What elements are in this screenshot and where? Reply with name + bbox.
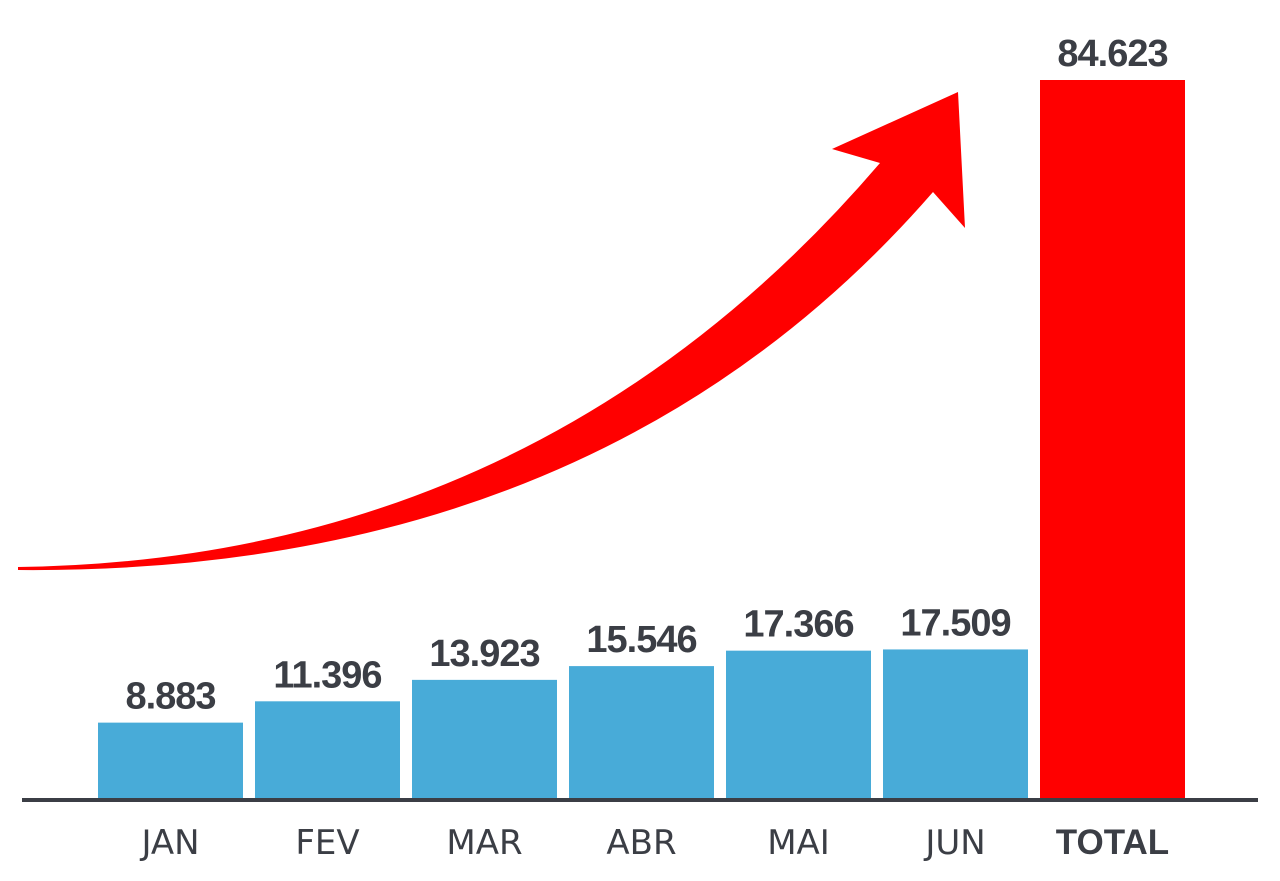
bar-jan [98,722,243,798]
bar-mar [412,679,557,798]
category-label-mai: MAI [767,823,830,863]
bar-abr [569,666,714,798]
value-label-total: 84.623 [1057,33,1167,75]
category-label-jun: JUN [923,823,985,863]
category-label-fev: FEV [295,823,359,863]
trend-arrow-icon [18,92,965,571]
value-label-abr: 15.546 [586,619,696,661]
bar-total [1040,80,1185,798]
value-label-fev: 11.396 [273,654,381,696]
value-label-mai: 17.366 [743,604,853,646]
value-label-jan: 8.883 [125,676,215,718]
value-label-jun: 17.509 [900,602,1010,644]
category-label-jan: JAN [139,823,199,863]
bar-fev [255,701,400,798]
category-label-abr: ABR [606,823,676,863]
value-label-mar: 13.923 [429,633,539,675]
bar-mai [726,650,871,798]
bar-jun [883,649,1028,798]
category-label-total: TOTAL [1056,823,1169,862]
category-label-mar: MAR [446,823,522,863]
